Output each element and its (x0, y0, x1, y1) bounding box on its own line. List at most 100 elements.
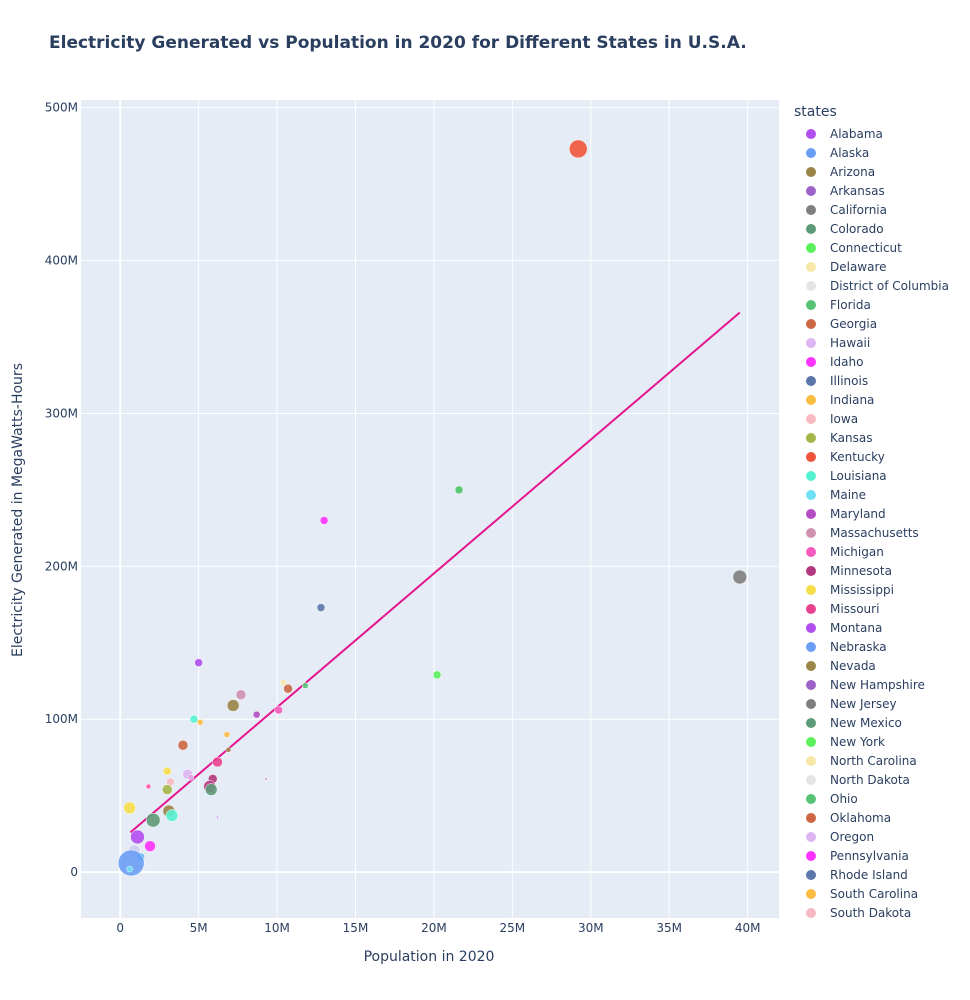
legend-item[interactable]: Pennsylvania (794, 846, 949, 865)
scatter-point[interactable] (194, 658, 203, 667)
scatter-point[interactable] (235, 689, 247, 701)
y-tick-label: 500M (45, 101, 78, 115)
legend-item[interactable]: Arkansas (794, 181, 949, 200)
legend-item[interactable]: Arizona (794, 162, 949, 181)
legend-item[interactable]: New Jersey (794, 694, 949, 713)
legend-item[interactable]: Kentucky (794, 447, 949, 466)
legend-item[interactable]: Indiana (794, 390, 949, 409)
legend-item[interactable]: Hawaii (794, 333, 949, 352)
x-tick-label: 15M (343, 921, 369, 935)
y-tick-labels: 0 100M 200M 300M 400M 500M (45, 101, 78, 879)
legend-item[interactable]: Georgia (794, 314, 949, 333)
scatter-point[interactable] (126, 865, 133, 873)
scatter-point[interactable] (252, 710, 261, 719)
legend-item[interactable]: Minnesota (794, 561, 949, 580)
x-tick-label: 20M (421, 921, 447, 935)
scatter-point[interactable] (163, 766, 172, 776)
legend-item[interactable]: Louisiana (794, 466, 949, 485)
scatter-point[interactable] (165, 809, 179, 822)
scatter-point[interactable] (117, 849, 145, 877)
scatter-point[interactable] (187, 774, 195, 781)
legend-item[interactable]: New Hampshire (794, 675, 949, 694)
legend-label: Georgia (830, 316, 878, 331)
legend-item[interactable]: California (794, 200, 949, 219)
legend-item[interactable]: Idaho (794, 352, 949, 371)
legend-item[interactable]: New Mexico (794, 713, 949, 732)
scatter-point[interactable] (432, 670, 442, 680)
legend-item[interactable]: Oklahoma (794, 808, 949, 827)
scatter-point[interactable] (204, 783, 218, 796)
legend-swatch (806, 641, 816, 652)
x-tick-label: 25M (500, 921, 526, 935)
legend-item[interactable]: Iowa (794, 409, 949, 428)
legend-item[interactable]: North Carolina (794, 751, 949, 770)
legend-swatch (806, 888, 816, 899)
legend-label: Mississippi (830, 582, 894, 597)
legend-item[interactable]: Alaska (794, 143, 949, 162)
scatter-point[interactable] (732, 569, 748, 585)
y-tick-label: 100M (45, 712, 78, 726)
scatter-point[interactable] (162, 784, 173, 795)
scatter-point[interactable] (130, 829, 145, 845)
legend-swatch (806, 394, 816, 405)
legend-item[interactable]: Rhode Island (794, 865, 949, 884)
legend-swatch (806, 869, 816, 880)
legend-item[interactable]: Florida (794, 295, 949, 314)
legend-item[interactable]: Illinois (794, 371, 949, 390)
legend-label: North Dakota (830, 772, 910, 787)
legend-label: Connecticut (830, 240, 902, 255)
legend-item[interactable]: Maryland (794, 504, 949, 523)
legend-item[interactable]: Massachusetts (794, 523, 949, 542)
scatter-point[interactable] (196, 719, 204, 726)
scatter-point[interactable] (144, 840, 156, 852)
legend-swatch (806, 204, 816, 215)
legend-label: Florida (830, 297, 871, 312)
scatter-point[interactable] (212, 756, 223, 768)
legend-item[interactable]: South Dakota (794, 903, 949, 922)
scatter-point[interactable] (226, 699, 240, 712)
legend-item[interactable]: South Carolina (794, 884, 949, 903)
scatter-point[interactable] (264, 777, 268, 781)
legend-item[interactable]: Alabama (794, 124, 949, 143)
legend-item[interactable]: Oregon (794, 827, 949, 846)
scatter-point[interactable] (274, 705, 283, 715)
scatter-point[interactable] (223, 731, 231, 738)
scatter-point[interactable] (189, 714, 199, 724)
legend-item[interactable]: Nebraska (794, 637, 949, 656)
chart-title: Electricity Generated vs Population in 2… (49, 33, 747, 53)
scatter-point[interactable] (316, 603, 326, 612)
scatter-point[interactable] (568, 139, 588, 159)
legend-item[interactable]: Ohio (794, 789, 949, 808)
scatter-point[interactable] (302, 682, 309, 689)
legend-item[interactable]: Mississippi (794, 580, 949, 599)
legend-item[interactable]: Nevada (794, 656, 949, 675)
x-axis-label: Population in 2020 (364, 949, 495, 965)
legend-item[interactable]: New York (794, 732, 949, 751)
scatter-point[interactable] (177, 739, 189, 751)
legend-item[interactable]: Maine (794, 485, 949, 504)
legend-item[interactable]: Michigan (794, 542, 949, 561)
scatter-point[interactable] (145, 812, 161, 828)
legend-item[interactable]: Delaware (794, 257, 949, 276)
legend-item[interactable]: District of Columbia (794, 276, 949, 295)
scatter-point[interactable] (145, 783, 152, 790)
legend-item[interactable]: North Dakota (794, 770, 949, 789)
legend-item[interactable]: Montana (794, 618, 949, 637)
scatter-point[interactable] (216, 815, 219, 819)
scatter-point[interactable] (225, 747, 232, 753)
legend-label: North Carolina (830, 753, 917, 768)
legend-item[interactable]: Missouri (794, 599, 949, 618)
scatter-point[interactable] (123, 801, 136, 815)
legend-label: California (830, 202, 887, 217)
legend-label: Missouri (830, 601, 880, 616)
legend-item[interactable]: Kansas (794, 428, 949, 447)
scatter-point[interactable] (454, 485, 464, 495)
scatter-point[interactable] (228, 843, 232, 846)
scatter-point[interactable] (280, 679, 287, 686)
scatter-point[interactable] (283, 683, 293, 694)
legend-swatch (806, 622, 816, 633)
legend-item[interactable]: Colorado (794, 219, 949, 238)
legend-item[interactable]: Connecticut (794, 238, 949, 257)
legend-label: Massachusetts (830, 525, 919, 540)
scatter-point[interactable] (319, 516, 329, 525)
